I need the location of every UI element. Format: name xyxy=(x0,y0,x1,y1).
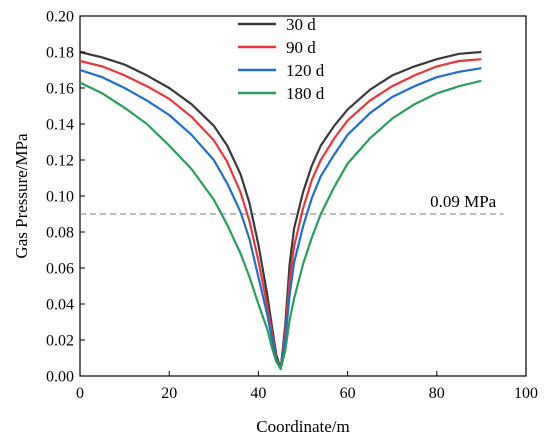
y-axis-title: Gas Pressure/MPa xyxy=(12,133,31,259)
x-axis-title: Coordinate/m xyxy=(256,417,349,436)
y-tick-label: 0.04 xyxy=(46,297,74,314)
legend: 30 d 90 d 120 d 180 d xyxy=(238,15,325,103)
y-tick-label: 0.14 xyxy=(46,117,74,134)
x-tick-label: 100 xyxy=(514,385,538,402)
series-line-30-d xyxy=(79,50,482,370)
y-tick-label: 0.20 xyxy=(46,9,74,26)
y-tick-label: 0.12 xyxy=(46,153,74,170)
legend-label: 90 d xyxy=(286,38,316,57)
y-tick-label: 0.08 xyxy=(46,225,74,242)
x-tick-label: 0 xyxy=(76,385,84,402)
y-tick-label: 0.00 xyxy=(46,369,74,386)
series-line-120-d xyxy=(79,67,482,370)
series-line-180-d xyxy=(79,79,482,370)
y-tick-label: 0.10 xyxy=(46,189,74,206)
y-tick-label: 0.18 xyxy=(46,45,74,62)
x-tick-label: 80 xyxy=(429,385,445,402)
ticks-layer: 0 20 40 60 80 100 0.00 0.02 0.04 0.06 0.08 0.10 0.12… xyxy=(46,9,538,403)
legend-label: 30 d xyxy=(286,15,316,34)
y-tick-label: 0.16 xyxy=(46,81,74,98)
reference-layer: 0.09 MPa xyxy=(80,192,504,215)
y-tick-label: 0.06 xyxy=(46,261,74,278)
legend-label: 180 d xyxy=(286,84,325,103)
x-tick-label: 20 xyxy=(161,385,177,402)
series-layer xyxy=(79,50,482,370)
x-tick-label: 60 xyxy=(340,385,356,402)
x-tick-label: 40 xyxy=(250,385,266,402)
legend-label: 120 d xyxy=(286,61,325,80)
reference-line-label: 0.09 MPa xyxy=(430,192,497,211)
y-tick-label: 0.02 xyxy=(46,333,74,350)
